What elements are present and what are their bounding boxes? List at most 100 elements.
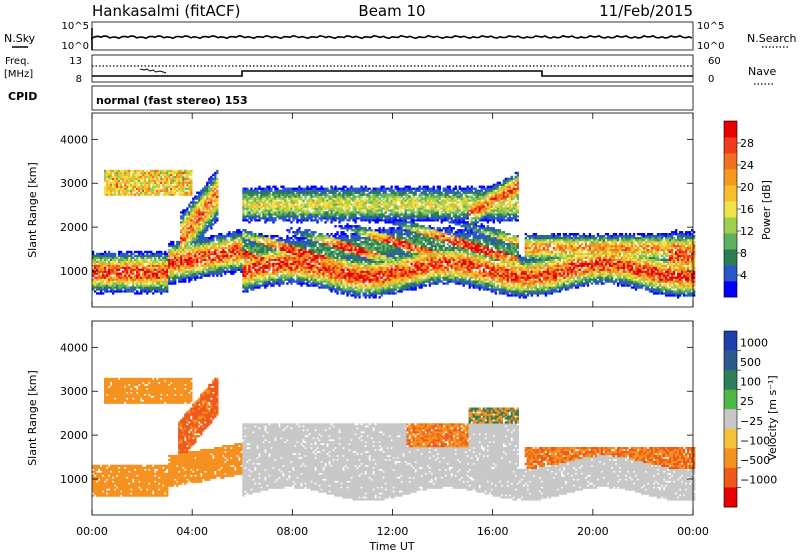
power-cell: [148, 254, 151, 258]
power-cell: [202, 199, 205, 202]
power-cell: [226, 242, 229, 246]
power-cell: [248, 260, 251, 263]
power-cell: [136, 250, 139, 254]
power-cell: [358, 256, 361, 259]
power-cell: [266, 195, 269, 198]
power-cell: [182, 213, 185, 216]
power-cell: [264, 244, 267, 248]
power-cell: [252, 258, 255, 261]
power-cell: [166, 278, 169, 281]
power-cell: [304, 197, 307, 200]
power-cell: [182, 211, 185, 214]
power-cell: [352, 199, 355, 202]
power-cell: [328, 217, 331, 220]
power-cell: [272, 195, 275, 198]
power-cell: [150, 268, 153, 271]
power-cell: [362, 187, 365, 190]
power-cell: [344, 242, 347, 246]
power-cell: [256, 237, 259, 240]
power-cell: [158, 284, 161, 287]
power-cell: [266, 278, 269, 281]
power-cell: [306, 254, 309, 258]
power-cell: [316, 266, 319, 269]
power-cell: [248, 268, 251, 271]
power-cell: [220, 268, 223, 271]
power-cell: [344, 185, 347, 188]
power-cell: [236, 250, 239, 254]
station-title: Hankasalmi (fitACF): [92, 2, 240, 20]
power-cell: [308, 215, 311, 218]
power-cell: [324, 207, 327, 210]
power-cell: [170, 240, 173, 244]
power-cell: [184, 254, 187, 258]
power-cell: [124, 262, 127, 265]
power-cell: [218, 260, 221, 263]
power-cell: [326, 280, 329, 283]
power-cell: [314, 262, 317, 265]
power-cell: [188, 254, 191, 258]
power-cell: [348, 282, 351, 285]
power-cell: [164, 266, 167, 269]
power-cell: [162, 264, 165, 267]
power-cell: [158, 252, 161, 256]
power-cell: [356, 217, 359, 220]
power-cell: [350, 203, 353, 206]
power-cell: [264, 201, 267, 204]
power-cell: [350, 189, 353, 192]
power-cell: [92, 258, 95, 261]
power-cell: [206, 268, 209, 271]
power-cell: [186, 231, 189, 234]
power-cell: [202, 274, 205, 277]
power-cell: [102, 288, 105, 291]
power-cell: [368, 266, 371, 269]
power-cell: [316, 221, 319, 224]
power-cell: [300, 248, 303, 252]
power-cell: [102, 284, 105, 287]
power-cell: [96, 264, 99, 267]
power-cell: [220, 242, 223, 246]
power-cell: [320, 195, 323, 198]
power-cell: [152, 177, 155, 180]
power-cell: [372, 284, 375, 287]
power-cell: [322, 197, 325, 200]
power-cell: [180, 240, 183, 244]
power-cell: [250, 268, 253, 271]
power-cell: [208, 215, 211, 218]
power-cell: [342, 248, 345, 252]
power-cell: [212, 209, 215, 212]
power-cell: [214, 203, 217, 206]
power-cell: [208, 223, 211, 226]
power-cell: [106, 169, 109, 173]
power-cell: [178, 240, 181, 244]
power-cell: [364, 254, 367, 258]
power-cell: [126, 260, 129, 263]
power-cell: [232, 233, 235, 236]
power-cell: [296, 195, 299, 198]
power-cell: [162, 252, 165, 256]
power-cell: [262, 268, 265, 271]
power-cell: [184, 171, 187, 175]
power-cell: [126, 280, 129, 283]
power-cell: [334, 209, 337, 212]
power-cell: [354, 221, 357, 224]
power-cell: [216, 203, 219, 206]
power-cell: [138, 252, 141, 256]
power-cell: [214, 211, 217, 214]
power-cell: [348, 199, 351, 202]
power-cell: [108, 262, 111, 265]
power-cell: [110, 193, 113, 196]
power-cell: [118, 191, 121, 194]
power-cell: [294, 213, 297, 216]
power-cell: [158, 288, 161, 291]
power-cell: [358, 292, 361, 295]
power-cell: [188, 248, 191, 252]
power-cell: [344, 203, 347, 206]
power-cell: [170, 191, 173, 194]
power-cell: [366, 237, 369, 240]
power-cell: [290, 207, 293, 210]
power-cell: [274, 211, 277, 214]
power-cell: [140, 189, 143, 192]
power-cell: [108, 185, 111, 188]
power-cell: [298, 189, 301, 192]
power-cell: [346, 187, 349, 190]
